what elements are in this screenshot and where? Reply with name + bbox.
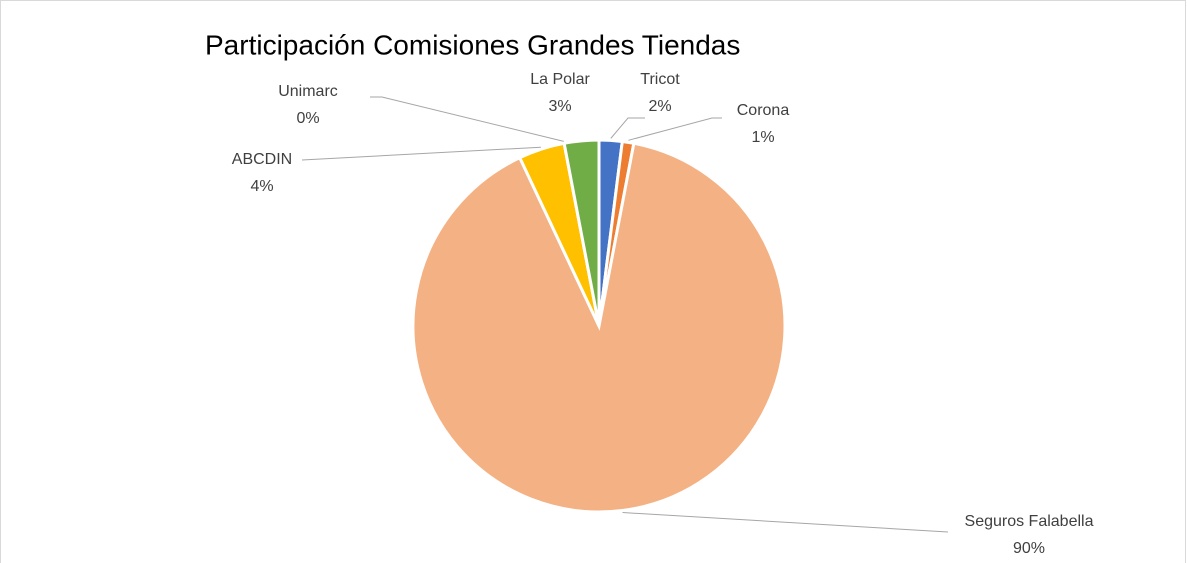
leader-line: [628, 117, 722, 141]
leader-line: [610, 117, 645, 139]
category-label: Unimarc: [278, 83, 338, 100]
leader-line: [301, 146, 541, 161]
category-label: ABCDIN: [232, 151, 292, 168]
value-label: 1%: [751, 129, 774, 146]
category-label: La Polar: [530, 71, 590, 88]
leader-line: [370, 96, 564, 142]
pie-slice: [411, 141, 787, 514]
pie-slice: [562, 138, 601, 327]
category-label: Corona: [737, 102, 790, 119]
chart-title: Participación Comisiones Grandes Tiendas: [205, 29, 740, 60]
value-label: 0%: [296, 110, 319, 127]
value-label: 3%: [548, 98, 571, 115]
leader-line: [622, 512, 949, 533]
value-label: 4%: [250, 178, 273, 195]
category-label: Seguros Falabella: [965, 513, 1094, 530]
value-label: 90%: [1013, 540, 1045, 557]
value-label: 2%: [648, 98, 671, 115]
category-label: Tricot: [640, 71, 680, 88]
